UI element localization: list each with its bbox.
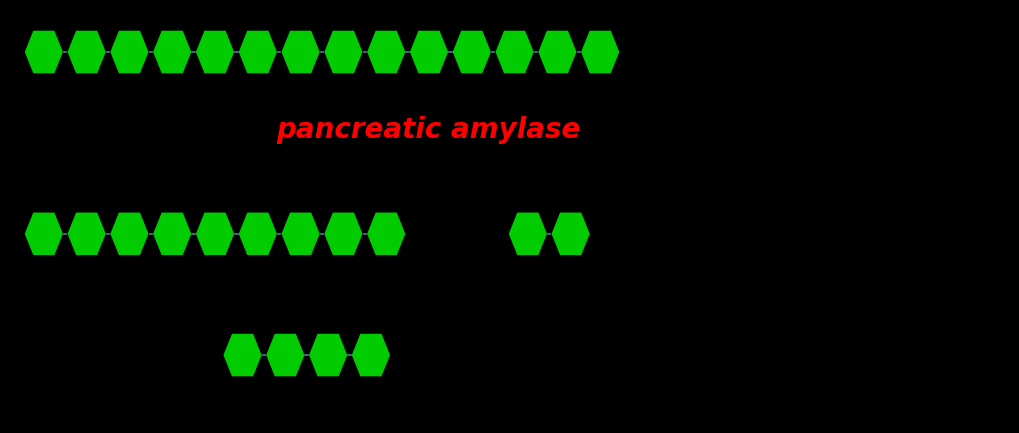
Polygon shape <box>552 213 589 254</box>
Polygon shape <box>239 32 276 72</box>
Polygon shape <box>25 32 62 72</box>
Polygon shape <box>368 32 405 72</box>
Polygon shape <box>582 32 619 72</box>
Polygon shape <box>496 32 533 72</box>
Polygon shape <box>68 32 105 72</box>
Polygon shape <box>239 213 276 254</box>
Polygon shape <box>453 32 490 72</box>
Polygon shape <box>25 213 62 254</box>
Polygon shape <box>353 334 389 375</box>
Polygon shape <box>368 213 405 254</box>
Polygon shape <box>68 213 105 254</box>
Text: pancreatic amylase: pancreatic amylase <box>276 116 580 144</box>
Polygon shape <box>267 334 304 375</box>
Polygon shape <box>197 213 233 254</box>
Polygon shape <box>510 213 546 254</box>
Polygon shape <box>154 213 191 254</box>
Polygon shape <box>282 32 319 72</box>
Polygon shape <box>224 334 261 375</box>
Polygon shape <box>197 32 233 72</box>
Polygon shape <box>282 213 319 254</box>
Polygon shape <box>111 32 148 72</box>
Polygon shape <box>539 32 576 72</box>
Polygon shape <box>154 32 191 72</box>
Polygon shape <box>111 213 148 254</box>
Polygon shape <box>325 32 362 72</box>
Polygon shape <box>411 32 447 72</box>
Polygon shape <box>325 213 362 254</box>
Polygon shape <box>310 334 346 375</box>
